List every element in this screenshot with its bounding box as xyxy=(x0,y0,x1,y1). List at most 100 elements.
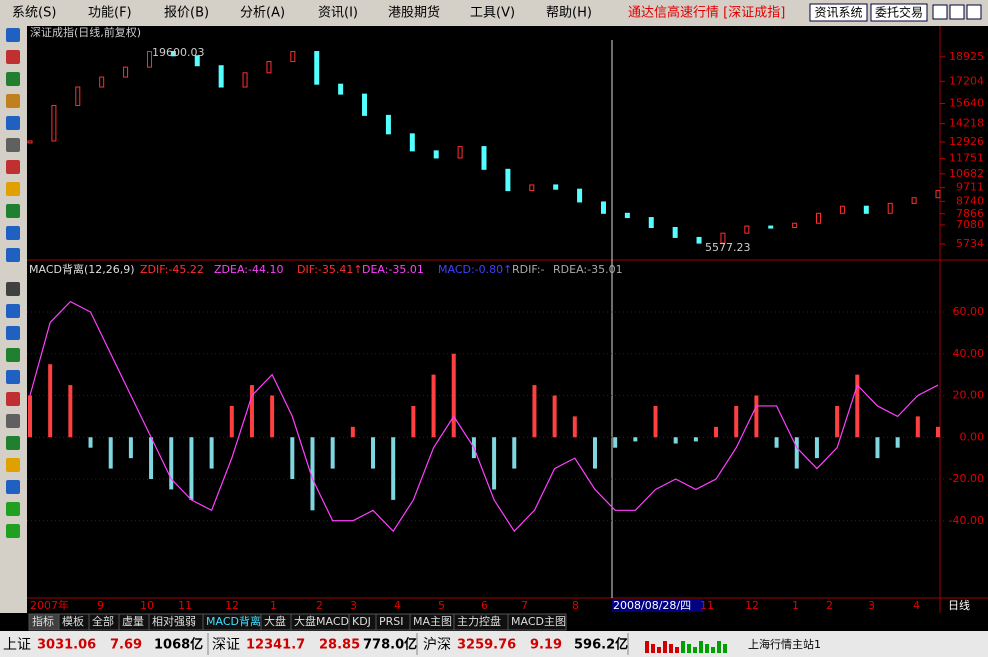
y-tick-label: -40.00 xyxy=(949,514,984,527)
close[interactable] xyxy=(966,4,982,20)
tab-label[interactable]: 全部 xyxy=(92,614,114,628)
price-bar xyxy=(433,150,439,159)
toolbar-icon[interactable] xyxy=(6,204,20,218)
toolbar-icon[interactable] xyxy=(6,182,20,196)
menu-button[interactable] xyxy=(809,3,868,22)
macd-bar xyxy=(431,374,436,438)
price-bar xyxy=(194,55,200,67)
menu-item[interactable]: 帮助(H) xyxy=(546,6,592,21)
toolbar-icon[interactable] xyxy=(6,226,20,240)
tab-label[interactable]: 大盘MACD xyxy=(294,614,349,628)
high-label: 19600.03 xyxy=(152,46,205,59)
toolbar-icon[interactable] xyxy=(6,326,20,340)
menu-button-label[interactable]: 委托交易 xyxy=(875,5,923,20)
index-price: 12341.7 xyxy=(246,638,305,653)
menu-button-label[interactable]: 资讯系统 xyxy=(814,6,862,20)
date-label: 11 xyxy=(700,599,714,612)
tab-label[interactable]: MACD主图 xyxy=(511,615,566,628)
tab[interactable] xyxy=(507,613,567,631)
toolbar-icon[interactable] xyxy=(6,138,20,152)
date-label: 4 xyxy=(913,599,920,612)
price-bar xyxy=(529,184,535,192)
date-label: 12 xyxy=(745,599,759,612)
macd-bar xyxy=(68,385,73,438)
macd-bar xyxy=(734,405,739,438)
date-label: 12 xyxy=(225,599,239,612)
toolbar-icon[interactable] xyxy=(6,28,20,42)
minimize[interactable] xyxy=(932,4,948,20)
toolbar-icon[interactable] xyxy=(6,458,20,472)
index-change: 9.19 xyxy=(530,638,562,653)
y-tick-label: 9711 xyxy=(956,181,984,194)
toolbar-icon[interactable] xyxy=(6,160,20,174)
price-bar xyxy=(816,212,822,224)
macd-bar xyxy=(673,437,678,444)
date-label: 7 xyxy=(521,599,528,612)
date-label: 10 xyxy=(140,599,154,612)
toolbar-icon[interactable] xyxy=(6,524,20,538)
tab-label[interactable]: 模板 xyxy=(62,614,84,628)
tab-label[interactable]: PRSI xyxy=(379,615,404,628)
menu-item[interactable]: 分析(A) xyxy=(240,6,285,21)
toolbar-icon[interactable] xyxy=(6,116,20,130)
macd-bar xyxy=(391,437,396,500)
app-title: 通达信高速行情 [深证成指] xyxy=(628,5,785,21)
maximize[interactable] xyxy=(949,4,965,20)
toolbar-icon[interactable] xyxy=(6,50,20,64)
toolbar-icon[interactable] xyxy=(6,348,20,362)
y-tick-label: 60.00 xyxy=(953,305,985,318)
toolbar-icon[interactable] xyxy=(6,248,20,262)
menu-button[interactable] xyxy=(870,3,928,22)
macd-bar xyxy=(249,385,254,438)
date-label: 9 xyxy=(97,599,104,612)
y-tick-label: 8740 xyxy=(956,194,984,207)
toolbar-icon[interactable] xyxy=(6,94,20,108)
menu-item[interactable]: 报价(B) xyxy=(164,6,209,21)
tab-label[interactable]: 主力控盘 xyxy=(457,614,501,628)
tab-label[interactable]: MACD背离 xyxy=(206,614,261,628)
price-bar xyxy=(170,51,176,57)
menu-item[interactable]: 港股期货 xyxy=(388,5,440,21)
tab-label[interactable]: 指标 xyxy=(32,614,54,628)
toolbar-icon[interactable] xyxy=(6,392,20,406)
tab-label[interactable]: 大盘 xyxy=(264,614,286,628)
indicator-label: MACD:-0.80↑ xyxy=(438,263,512,276)
date-label: 3 xyxy=(350,599,357,612)
indicator-label: ZDIF:-45.22 xyxy=(140,263,204,276)
tab-label[interactable]: 相对强弱 xyxy=(152,614,196,628)
toolbar-icon[interactable] xyxy=(6,480,20,494)
menu-item[interactable]: 资讯(I) xyxy=(318,6,358,21)
price-bar xyxy=(839,205,845,214)
menu-item[interactable]: 功能(F) xyxy=(88,6,132,21)
tab-label[interactable]: MA主图 xyxy=(413,615,452,628)
tab-label[interactable]: 虚量 xyxy=(122,615,144,628)
date-label: 1 xyxy=(792,599,799,612)
macd-bar xyxy=(814,437,819,459)
price-bar xyxy=(409,133,415,152)
menu-item[interactable]: 系统(S) xyxy=(12,6,56,21)
toolbar-icon[interactable] xyxy=(6,436,20,450)
index-name: 沪深 xyxy=(423,637,451,653)
macd-bar xyxy=(855,374,860,438)
macd-bar xyxy=(774,437,779,448)
y-tick-label: 7080 xyxy=(956,218,984,231)
macd-bar xyxy=(592,437,597,469)
macd-bar xyxy=(350,426,355,438)
toolbar-icon[interactable] xyxy=(6,304,20,318)
toolbar-icon[interactable] xyxy=(6,282,20,296)
toolbar-icon[interactable] xyxy=(6,502,20,516)
macd-bar xyxy=(613,437,618,448)
toolbar-icon[interactable] xyxy=(6,414,20,428)
tab-label[interactable]: KDJ xyxy=(352,615,371,628)
toolbar-icon[interactable] xyxy=(6,72,20,86)
date-label: 5 xyxy=(438,599,445,612)
macd-bar xyxy=(451,353,456,438)
market-meter xyxy=(687,644,691,653)
price-bar xyxy=(146,51,152,68)
toolbar-icon[interactable] xyxy=(6,370,20,384)
price-bar xyxy=(481,146,487,170)
menu-item[interactable]: 工具(V) xyxy=(470,6,515,21)
price-bar xyxy=(863,205,869,214)
market-meter xyxy=(693,647,697,653)
date-label: 1 xyxy=(270,599,277,612)
